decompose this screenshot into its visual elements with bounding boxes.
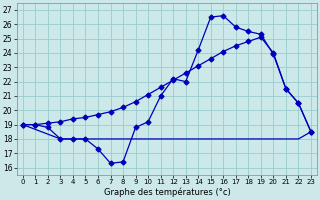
X-axis label: Graphe des températures (°c): Graphe des températures (°c) [104,188,230,197]
